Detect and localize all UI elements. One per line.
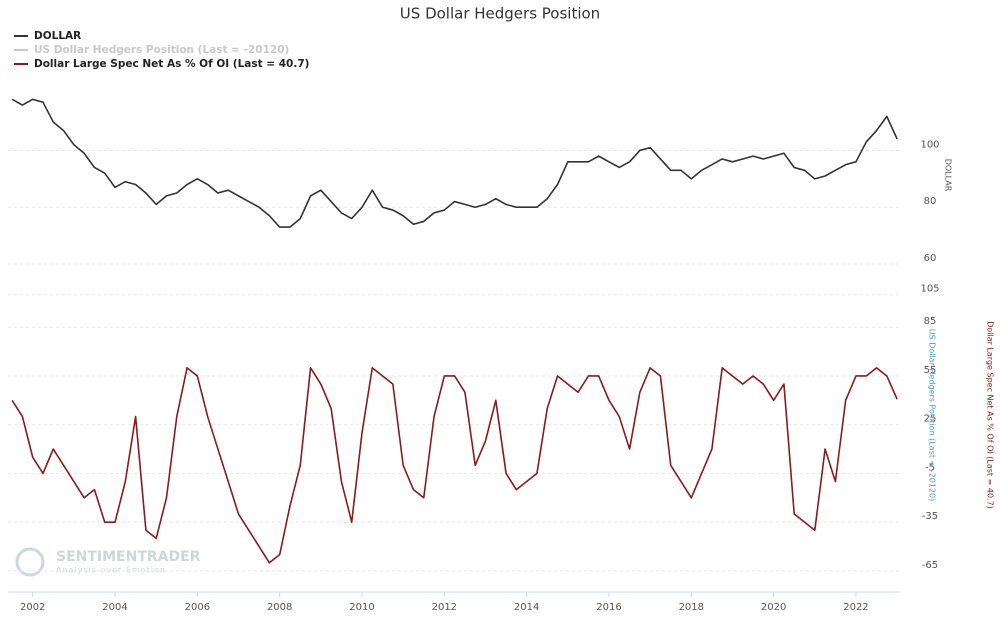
legend-label: DOLLAR (34, 30, 81, 42)
legend-label: Dollar Large Spec Net As % Of OI (Last =… (34, 58, 309, 70)
x-tick-label: 2002 (20, 602, 45, 613)
y-tick-label: 105 (920, 284, 939, 295)
x-tick-label: 2006 (185, 602, 210, 613)
data-line (11, 98, 898, 228)
y-axis-title: Dollar Large Spec Net As % Of OI (Last =… (986, 321, 995, 509)
y2-axis-title: US Dollar Hedgers Position (Last = -2012… (928, 329, 937, 501)
y-tick-label: 25 (924, 414, 937, 425)
data-line (11, 367, 898, 564)
y-tick-label: 60 (924, 253, 937, 264)
x-tick-label: 2012 (432, 602, 457, 613)
watermark: SENTIMENTRADER Analysis over Emotion (15, 547, 201, 577)
y-axis-title: DOLLAR (944, 159, 953, 192)
legend-label: US Dollar Hedgers Position (Last = -2012… (34, 44, 289, 56)
y-tick-label: -35 (922, 511, 938, 522)
y-tick-label: -5 (925, 462, 935, 473)
x-tick-label: 2004 (102, 602, 127, 613)
x-tick-label: 2008 (267, 602, 292, 613)
x-tick-label: 2016 (596, 602, 621, 613)
y-tick-label: 80 (924, 196, 937, 207)
y-tick-label: 85 (924, 316, 937, 327)
x-tick-label: 2010 (349, 602, 374, 613)
watermark-text: SENTIMENTRADER (56, 549, 201, 565)
y-tick-label: 100 (920, 139, 939, 150)
x-tick-label: 2022 (843, 602, 868, 613)
x-tick-label: 2018 (679, 602, 704, 613)
x-tick-label: 2014 (514, 602, 539, 613)
chart-title: US Dollar Hedgers Position (400, 5, 600, 23)
y-tick-label: -65 (922, 560, 938, 571)
watermark-subtitle: Analysis over Emotion (56, 566, 166, 575)
watermark-icon (15, 547, 45, 577)
x-tick-label: 2020 (761, 602, 786, 613)
y-tick-label: 55 (924, 365, 937, 376)
